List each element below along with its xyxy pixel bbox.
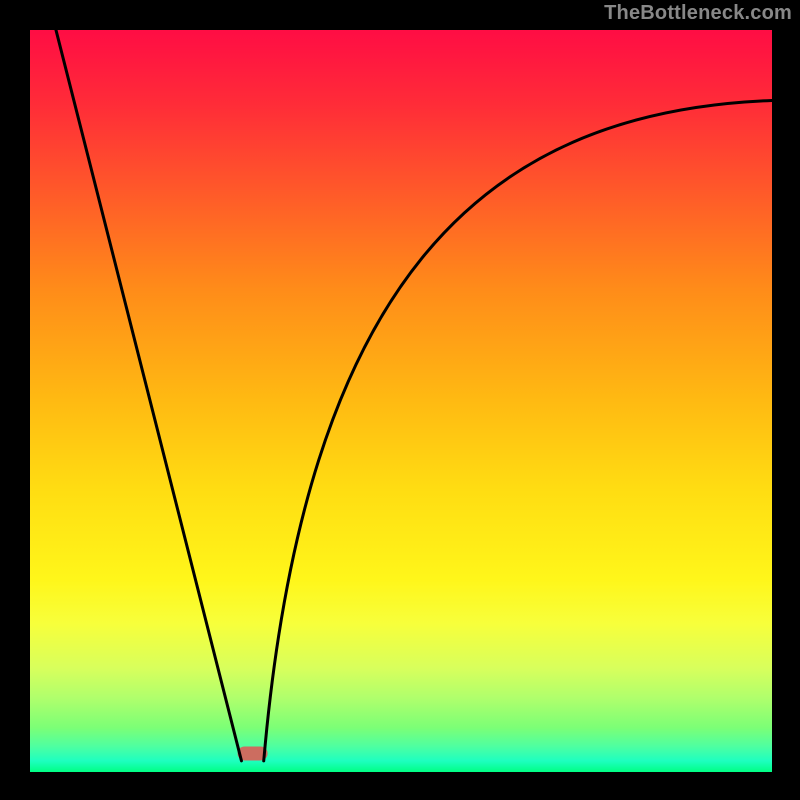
frame: TheBottleneck.com <box>0 0 800 800</box>
gradient-background <box>30 30 772 772</box>
plot-area <box>30 30 772 772</box>
plot-svg <box>30 30 772 772</box>
watermark-text: TheBottleneck.com <box>604 2 792 25</box>
